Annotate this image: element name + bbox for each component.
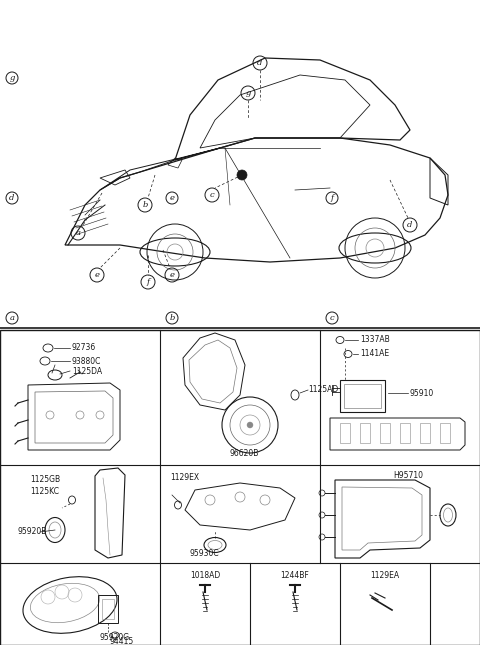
Text: g: g	[245, 89, 251, 97]
Bar	[98, 595, 118, 623]
Text: 1141AE: 1141AE	[360, 350, 389, 359]
Bar	[340, 380, 385, 412]
Text: f: f	[330, 194, 334, 202]
Text: c: c	[330, 314, 335, 322]
Text: 1018AD: 1018AD	[190, 570, 220, 579]
Bar	[440, 423, 450, 443]
Bar	[340, 423, 350, 443]
Text: 95920G: 95920G	[100, 633, 130, 642]
Text: 94415: 94415	[110, 637, 134, 645]
Text: 1129EA: 1129EA	[371, 570, 399, 579]
Bar	[102, 599, 114, 619]
Text: g: g	[9, 74, 15, 82]
Text: a: a	[10, 314, 14, 322]
Text: 1125KC: 1125KC	[30, 486, 59, 495]
Circle shape	[247, 422, 253, 428]
Text: 93880C: 93880C	[72, 357, 101, 366]
Text: f: f	[146, 278, 150, 286]
Text: e: e	[169, 271, 175, 279]
Text: b: b	[169, 314, 175, 322]
Text: 92736: 92736	[72, 344, 96, 353]
Text: c: c	[210, 191, 215, 199]
Text: 95930C: 95930C	[190, 550, 220, 559]
Text: e: e	[95, 271, 99, 279]
Text: b: b	[142, 201, 148, 209]
Bar	[344, 384, 381, 408]
Text: 1125AD: 1125AD	[308, 386, 338, 395]
Text: a: a	[75, 229, 81, 237]
Text: d: d	[408, 221, 413, 229]
Bar	[420, 423, 430, 443]
Text: e: e	[169, 194, 175, 202]
Text: d: d	[257, 59, 263, 67]
Text: H95710: H95710	[393, 470, 423, 479]
Text: 1244BF: 1244BF	[281, 570, 310, 579]
Bar	[0, 330, 480, 645]
Text: 1125GB: 1125GB	[30, 475, 60, 484]
Text: 1337AB: 1337AB	[360, 335, 390, 344]
Circle shape	[237, 170, 247, 180]
Text: 95910: 95910	[410, 388, 434, 397]
Text: 95920B: 95920B	[18, 526, 48, 535]
Bar	[400, 423, 410, 443]
Bar	[360, 423, 370, 443]
Text: 1129EX: 1129EX	[170, 473, 199, 482]
Text: 1125DA: 1125DA	[72, 366, 102, 375]
Text: 96620B: 96620B	[230, 448, 259, 457]
Text: d: d	[9, 194, 15, 202]
Bar	[380, 423, 390, 443]
